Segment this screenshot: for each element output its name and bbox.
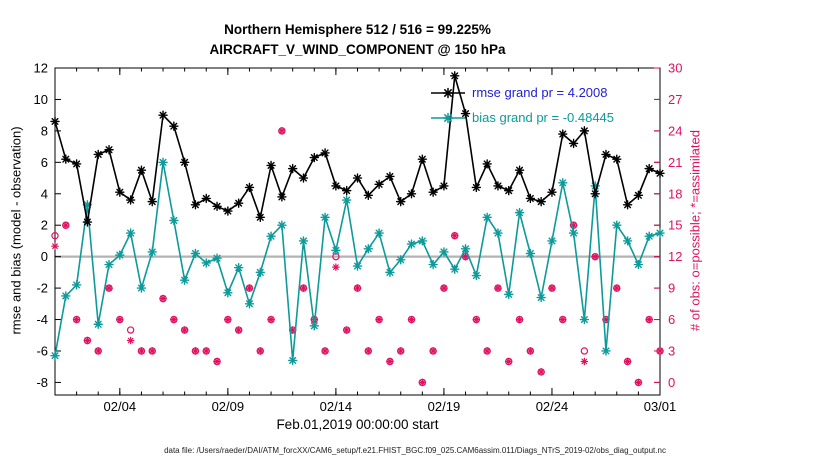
svg-text:02/24: 02/24: [536, 399, 569, 414]
svg-text:3: 3: [668, 343, 675, 358]
svg-text:02/09: 02/09: [212, 399, 245, 414]
legend-rmse-marker-icon: [431, 87, 465, 98]
chart-title-line2: AIRCRAFT_V_WIND_COMPONENT @ 150 hPa: [209, 42, 506, 57]
svg-text:02/19: 02/19: [428, 399, 461, 414]
legend: rmse grand pr = 4.2008 bias grand pr = -…: [430, 80, 614, 130]
svg-text:27: 27: [668, 92, 682, 107]
svg-text:18: 18: [668, 186, 682, 201]
svg-text:-6: -6: [36, 343, 48, 358]
y-axis-label-right: # of obs: o=possible; *=assimilated: [687, 130, 703, 331]
svg-text:02/04: 02/04: [104, 399, 137, 414]
svg-text:12: 12: [668, 249, 682, 264]
svg-text:0: 0: [41, 249, 48, 264]
svg-text:12: 12: [34, 61, 48, 76]
svg-text:6: 6: [41, 155, 48, 170]
svg-text:-8: -8: [36, 375, 48, 390]
svg-text:30: 30: [668, 61, 682, 76]
svg-text:10: 10: [34, 92, 48, 107]
svg-text:4: 4: [41, 186, 48, 201]
x-axis-label: Feb.01,2019 00:00:00 start: [276, 417, 439, 432]
svg-text:8: 8: [41, 123, 48, 138]
legend-entry-bias: bias grand pr = -0.48445: [430, 105, 614, 130]
legend-bias-label: bias grand pr = -0.48445: [472, 110, 615, 125]
svg-text:9: 9: [668, 281, 675, 296]
svg-text:-2: -2: [36, 281, 48, 296]
svg-text:2: 2: [41, 218, 48, 233]
svg-text:03/01: 03/01: [644, 399, 677, 414]
y-axis-label-left: rmse and bias (model - observation): [8, 126, 24, 335]
data-file-caption: data file: /Users/raeder/DAI/ATM_forcXX/…: [164, 446, 666, 455]
legend-bias-marker-icon: [431, 112, 465, 123]
legend-entry-rmse: rmse grand pr = 4.2008: [430, 80, 614, 105]
svg-text:15: 15: [668, 218, 682, 233]
svg-text:24: 24: [668, 123, 682, 138]
legend-rmse-label: rmse grand pr = 4.2008: [472, 85, 608, 100]
svg-text:-4: -4: [36, 312, 48, 327]
svg-text:21: 21: [668, 155, 682, 170]
svg-text:0: 0: [668, 375, 675, 390]
svg-text:6: 6: [668, 312, 675, 327]
chart-title-line1: Northern Hemisphere 512 / 516 = 99.225%: [224, 22, 491, 37]
svg-text:02/14: 02/14: [320, 399, 353, 414]
